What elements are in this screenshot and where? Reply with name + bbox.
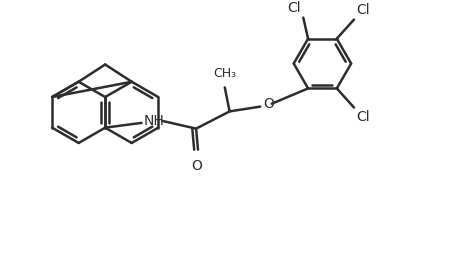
Text: Cl: Cl: [356, 3, 370, 17]
Text: Cl: Cl: [287, 1, 301, 15]
Text: Cl: Cl: [356, 110, 370, 124]
Text: CH₃: CH₃: [213, 67, 237, 80]
Text: O: O: [192, 159, 202, 173]
Text: O: O: [263, 97, 274, 111]
Text: NH: NH: [143, 114, 164, 128]
